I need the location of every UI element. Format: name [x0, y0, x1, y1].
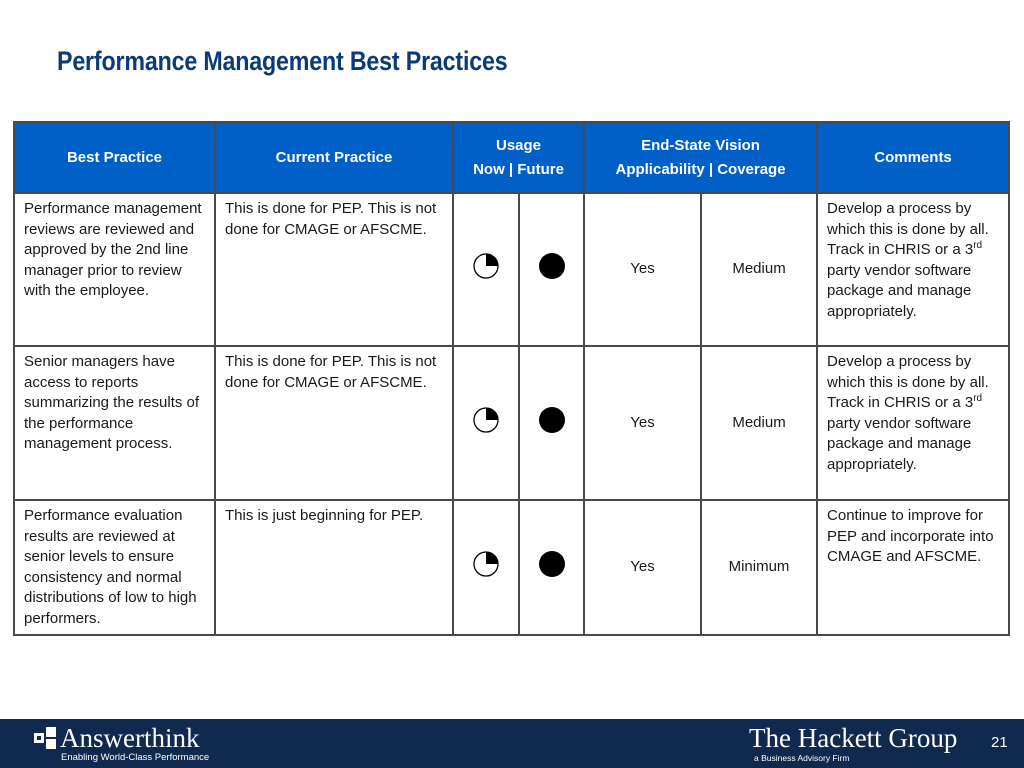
hackett-group-logo-name: The Hackett Group: [749, 723, 958, 753]
header-usage-line2: Now | Future: [473, 160, 564, 178]
coverage-cell: Minimum: [700, 499, 819, 636]
comments-superscript: rd: [973, 393, 983, 404]
usage-now-cell: [452, 345, 520, 501]
header-usage: Usage Now | Future: [451, 121, 586, 194]
comments-text-end: party vendor software package and manage…: [827, 414, 972, 473]
footer-bar: Answerthink Enabling World-Class Perform…: [0, 719, 1024, 768]
usage-future-cell: [517, 345, 586, 501]
page-number: 21: [991, 734, 1008, 751]
comments-superscript: rd: [973, 240, 983, 251]
answerthink-logo-tagline: Enabling World-Class Performance: [61, 752, 210, 763]
current-practice-cell: This is just beginning for PEP.: [214, 499, 454, 636]
coverage-cell: Medium: [700, 345, 819, 501]
table-header-row: Best Practice Current Practice Usage Now…: [13, 121, 1011, 194]
comments-cell: Continue to improve for PEP and incorpor…: [816, 499, 1011, 636]
header-end-state-line1: End-State Vision: [641, 136, 760, 154]
table-row: Performance evaluation results are revie…: [13, 499, 1011, 636]
usage-future-cell: [517, 192, 586, 347]
best-practice-cell: Performance management reviews are revie…: [13, 192, 216, 347]
header-end-state-line2: Applicability | Coverage: [615, 160, 786, 178]
quarter-harvey-ball-icon: [473, 253, 499, 279]
answerthink-logo-name: Answerthink: [60, 723, 200, 753]
usage-now-cell: [452, 192, 520, 347]
header-usage-line1: Usage: [495, 136, 542, 154]
comments-text: Develop a process by which this is done …: [827, 353, 989, 411]
hackett-group-logo-tagline: a Business Advisory Firm: [754, 753, 850, 763]
table-row: Performance management reviews are revie…: [13, 192, 1011, 347]
full-harvey-ball-icon: [538, 551, 565, 578]
quarter-harvey-ball-icon: [473, 407, 499, 433]
current-practice-cell: This is done for PEP. This is not done f…: [214, 192, 454, 347]
table-row: Senior managers have access to reports s…: [13, 345, 1011, 501]
header-comments: Comments: [816, 121, 1011, 194]
current-practice-cell: This is done for PEP. This is not done f…: [214, 345, 454, 501]
page-title: Performance Management Best Practices: [57, 46, 508, 76]
quarter-harvey-ball-icon: [473, 551, 499, 577]
applicability-cell: Yes: [583, 345, 703, 501]
full-harvey-ball-icon: [538, 253, 565, 280]
answerthink-logo-icon: [34, 727, 58, 756]
full-harvey-ball-icon: [538, 406, 565, 433]
usage-now-cell: [452, 499, 520, 636]
comments-text: Develop a process by which this is done …: [827, 200, 989, 258]
best-practice-cell: Senior managers have access to reports s…: [13, 345, 216, 501]
header-current-practice: Current Practice: [214, 121, 454, 194]
comments-cell: Develop a process by which this is done …: [816, 345, 1011, 501]
applicability-cell: Yes: [583, 499, 703, 636]
comments-text-end: party vendor software package and manage…: [827, 261, 972, 320]
usage-future-cell: [517, 499, 586, 636]
comments-cell: Develop a process by which this is done …: [816, 192, 1011, 347]
best-practice-cell: Performance evaluation results are revie…: [13, 499, 216, 636]
applicability-cell: Yes: [583, 192, 703, 347]
header-end-state-vision: End-State Vision Applicability | Coverag…: [583, 121, 819, 194]
header-best-practice: Best Practice: [13, 121, 216, 194]
best-practices-table: Best Practice Current Practice Usage Now…: [13, 121, 1011, 636]
coverage-cell: Medium: [700, 192, 819, 347]
